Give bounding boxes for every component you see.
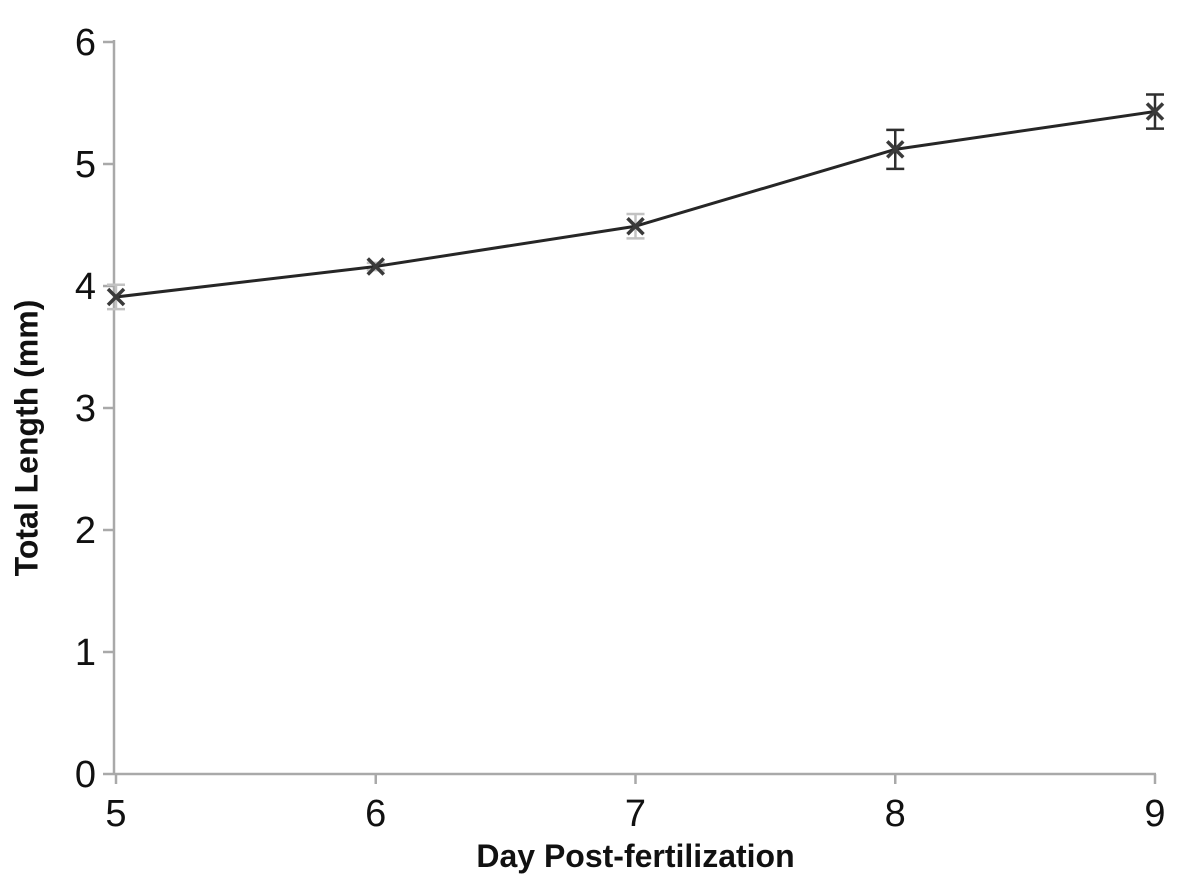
y-tick-label: 0	[75, 754, 96, 796]
y-tick-label: 2	[75, 510, 96, 552]
x-tick-label: 6	[365, 793, 386, 835]
y-tick-label: 4	[75, 266, 96, 308]
y-tick-label: 1	[75, 632, 96, 674]
x-tick-label: 5	[105, 793, 126, 835]
data-point-x-marker	[106, 287, 126, 307]
y-tick-label: 5	[75, 144, 96, 186]
data-point-x-marker	[886, 140, 905, 159]
data-point-x-marker	[626, 216, 645, 236]
series-line	[115, 110, 1156, 299]
y-tick-label: 3	[75, 388, 96, 430]
data-point-x-marker	[366, 257, 385, 276]
x-tick-label: 8	[885, 793, 906, 835]
x-tick-label: 7	[625, 793, 646, 835]
data-point-x-marker	[1145, 102, 1165, 121]
x-axis-title: Day Post-fertilization	[476, 838, 795, 874]
y-axis-title: Total Length (mm)	[8, 299, 45, 577]
y-tick-label: 6	[75, 22, 96, 64]
x-tick-label: 9	[1144, 793, 1165, 835]
